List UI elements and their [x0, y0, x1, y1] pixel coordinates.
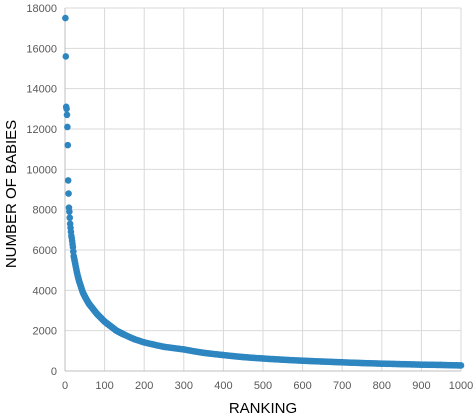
x-tick-label: 400 [214, 380, 232, 392]
x-axis-title: RANKING [229, 400, 297, 417]
y-tick-label: 0 [51, 366, 57, 378]
data-point [66, 208, 73, 215]
data-point [65, 190, 72, 197]
y-tick-labels: 0 2000 4000 6000 8000 10000 12000 14000 16000 180… [26, 3, 57, 378]
y-axis-title: NUMBER OF BABIES [3, 120, 20, 268]
y-tick-label: 6000 [33, 245, 57, 257]
x-tick-label: 900 [412, 380, 430, 392]
grid [65, 7, 462, 371]
y-tick-label: 12000 [26, 124, 57, 136]
y-tick-label: 14000 [26, 84, 57, 96]
y-tick-label: 18000 [26, 3, 57, 15]
x-tick-label: 800 [373, 380, 391, 392]
y-tick-label: 8000 [33, 205, 57, 217]
x-tick-label: 200 [135, 380, 153, 392]
data-point [66, 214, 74, 222]
x-tick-label: 600 [293, 380, 311, 392]
x-tick-label: 100 [95, 380, 113, 392]
axes [64, 8, 461, 372]
data-point [456, 362, 464, 369]
x-tick-label: 1000 [449, 380, 473, 392]
data-point [63, 105, 70, 113]
data-point [62, 14, 69, 22]
x-tick-label: 0 [62, 380, 68, 392]
x-tick-labels: 0 100 200 300 400 500 600 700 800 900 1000 [62, 380, 473, 392]
data-point [64, 177, 72, 184]
data-point [70, 248, 77, 255]
x-tick-label: 700 [333, 380, 351, 392]
data-point [62, 53, 70, 60]
x-tick-label: 500 [254, 380, 272, 392]
y-tick-label: 4000 [33, 285, 57, 297]
data-point [64, 141, 72, 149]
data-points [62, 14, 465, 369]
data-point [64, 123, 71, 131]
y-tick-label: 2000 [33, 326, 57, 338]
y-tick-label: 16000 [26, 43, 57, 55]
data-point [63, 111, 71, 119]
x-tick-label: 300 [175, 380, 193, 392]
y-tick-label: 10000 [26, 164, 57, 176]
